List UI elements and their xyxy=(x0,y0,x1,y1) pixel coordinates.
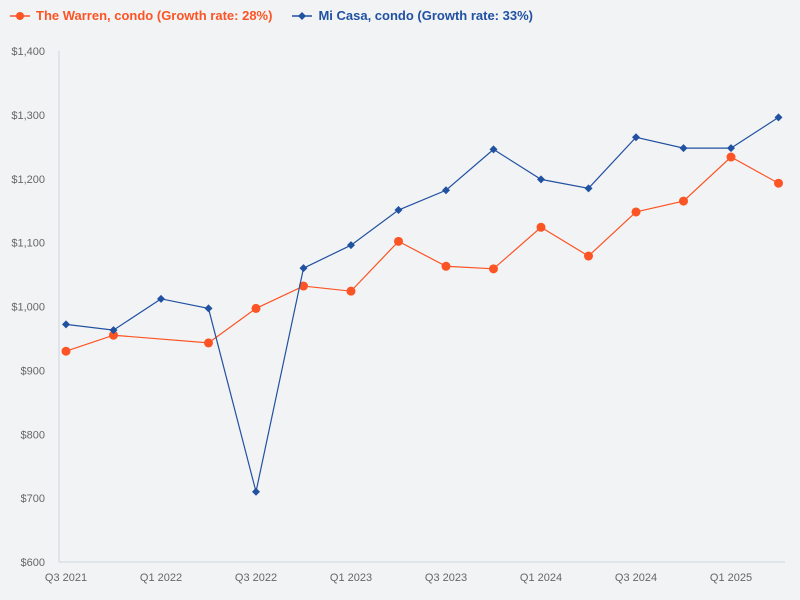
legend-label: The Warren, condo (Growth rate: 28%) xyxy=(36,8,273,23)
data-point xyxy=(489,145,498,154)
x-tick-label: Q3 2023 xyxy=(425,572,467,584)
x-tick-label: Q1 2025 xyxy=(710,572,752,584)
y-tick-label: $900 xyxy=(21,365,45,377)
data-point xyxy=(631,207,641,217)
data-point xyxy=(157,294,165,303)
y-tick-label: $600 xyxy=(21,557,45,569)
data-point xyxy=(774,178,783,188)
data-point xyxy=(584,184,593,193)
data-point xyxy=(61,346,71,356)
x-tick-label: Q3 2021 xyxy=(45,572,87,584)
data-point xyxy=(204,338,213,348)
data-point xyxy=(394,206,403,215)
data-point xyxy=(632,133,640,142)
data-point xyxy=(109,326,118,335)
data-point xyxy=(252,487,260,496)
data-point xyxy=(489,264,498,274)
data-point xyxy=(62,320,70,329)
data-point xyxy=(346,286,356,296)
data-point xyxy=(441,261,451,271)
legend: The Warren, condo (Growth rate: 28%) Mi … xyxy=(10,8,533,23)
data-point xyxy=(679,196,688,206)
legend-item-mi-casa[interactable]: Mi Casa, condo (Growth rate: 33%) xyxy=(292,8,533,23)
circle-marker-icon xyxy=(10,11,30,20)
series-line-0 xyxy=(65,156,779,352)
data-point xyxy=(442,186,450,195)
data-point xyxy=(537,175,545,184)
data-point xyxy=(347,241,355,250)
x-tick-label: Q3 2024 xyxy=(615,572,657,584)
y-tick-label: $1,100 xyxy=(11,238,45,250)
y-tick-label: $700 xyxy=(21,493,45,505)
data-point xyxy=(204,304,213,313)
y-tick-label: $1,000 xyxy=(11,302,45,314)
data-point xyxy=(109,330,118,340)
y-tick-label: $800 xyxy=(21,429,45,441)
x-tick-label: Q3 2022 xyxy=(235,572,277,584)
data-point xyxy=(679,144,688,153)
data-point xyxy=(251,303,261,313)
data-point xyxy=(774,113,783,122)
x-tick-label: Q1 2024 xyxy=(520,572,562,584)
data-point xyxy=(726,152,736,162)
data-point xyxy=(299,281,308,291)
x-tick-label: Q1 2023 xyxy=(330,572,372,584)
data-point xyxy=(394,236,403,246)
series-line-1 xyxy=(65,116,779,492)
data-point xyxy=(299,264,308,273)
data-point xyxy=(536,222,546,232)
legend-label: Mi Casa, condo (Growth rate: 33%) xyxy=(318,8,533,23)
x-tick-label: Q1 2022 xyxy=(140,572,182,584)
y-tick-label: $1,300 xyxy=(11,110,45,122)
diamond-marker-icon xyxy=(292,11,313,20)
y-tick-label: $1,400 xyxy=(11,46,45,58)
legend-item-the-warren[interactable]: The Warren, condo (Growth rate: 28%) xyxy=(10,8,272,23)
y-tick-label: $1,200 xyxy=(11,174,45,186)
data-point xyxy=(727,144,735,153)
data-point xyxy=(584,251,593,261)
